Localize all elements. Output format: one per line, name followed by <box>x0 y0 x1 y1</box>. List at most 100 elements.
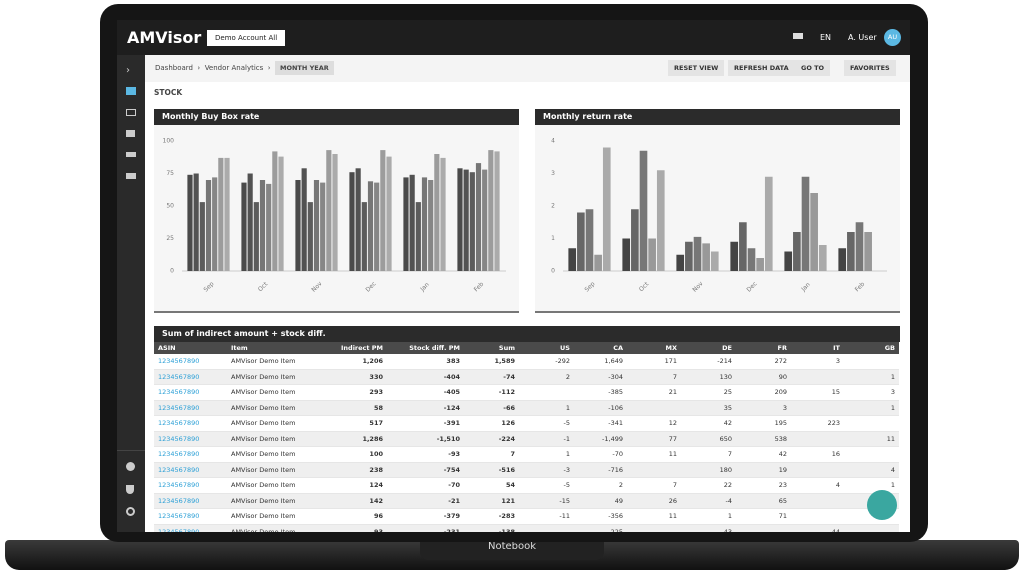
button[interactable]: RESET VIEW <box>668 60 725 76</box>
table-row: 1234567890 AMVisor Demo Item 96 -379 -283 -11… <box>154 508 899 525</box>
table-cell: 650 <box>681 431 736 447</box>
y-tick-label: 75 <box>166 170 174 177</box>
table-cell: 1,589 <box>464 354 519 370</box>
table-cell <box>519 384 574 401</box>
bar <box>224 157 230 271</box>
table-cell <box>627 462 681 478</box>
table-cell: 195 <box>736 415 791 432</box>
bar <box>307 202 313 271</box>
asin-link[interactable]: 1234567890 <box>154 415 227 432</box>
asin-link[interactable]: 1234567890 <box>154 524 227 532</box>
table-cell: 42 <box>681 415 736 432</box>
period-selector[interactable]: MONTH YEAR <box>275 61 334 75</box>
bar <box>301 168 307 271</box>
table-cell: 130 <box>681 369 736 385</box>
table-cell: -224 <box>464 431 519 447</box>
table-cell: AMVisor Demo Item <box>227 369 319 385</box>
asin-link[interactable]: 1234567890 <box>154 446 227 463</box>
user-name[interactable]: A. User <box>848 33 877 42</box>
column-header: CA <box>574 342 627 354</box>
home-icon[interactable] <box>126 87 136 95</box>
bar <box>463 169 469 271</box>
y-tick-label: 0 <box>551 268 555 275</box>
rocket-icon[interactable] <box>126 130 135 137</box>
bar <box>801 176 810 271</box>
table-cell: -70 <box>574 446 627 463</box>
account-selector[interactable]: Demo Account All <box>207 30 286 46</box>
table-icon[interactable] <box>126 109 136 116</box>
table-cell: 1 <box>681 508 736 525</box>
table-cell <box>791 493 844 509</box>
table-cell: 49 <box>574 493 627 509</box>
bar <box>457 168 463 271</box>
breadcrumb-item[interactable]: Dashboard <box>155 64 193 72</box>
users-icon[interactable] <box>126 152 136 157</box>
language[interactable]: EN <box>820 33 832 42</box>
table-cell: 272 <box>736 354 791 370</box>
table-cell <box>844 415 899 432</box>
table-cell: 15 <box>791 384 844 401</box>
bar <box>434 154 440 271</box>
asin-link[interactable]: 1234567890 <box>154 400 227 416</box>
bar <box>428 180 434 271</box>
settings-icon[interactable] <box>126 507 135 516</box>
button[interactable]: GO TO <box>795 60 831 76</box>
bar <box>475 163 482 271</box>
bar <box>199 202 205 271</box>
asin-link[interactable]: 1234567890 <box>154 369 227 385</box>
expand-icon[interactable]: › <box>126 65 130 76</box>
button[interactable]: REFRESH DATA <box>728 60 795 76</box>
table-cell <box>791 431 844 447</box>
table-cell: AMVisor Demo Item <box>227 415 319 432</box>
table-cell <box>519 524 574 532</box>
bar <box>639 150 648 271</box>
asin-link[interactable]: 1234567890 <box>154 508 227 525</box>
table-cell: -716 <box>574 462 627 478</box>
asin-link[interactable]: 1234567890 <box>154 462 227 478</box>
table-cell: 517 <box>319 415 387 432</box>
button[interactable]: FAVORITES <box>844 60 896 76</box>
table-cell: 21 <box>627 384 681 401</box>
table-cell: 171 <box>627 354 681 370</box>
bar <box>631 209 639 271</box>
asin-link[interactable]: 1234567890 <box>154 477 227 494</box>
filter-icon[interactable] <box>126 173 136 179</box>
table-cell: 100 <box>319 446 387 463</box>
bar <box>693 236 702 271</box>
asin-link[interactable]: 1234567890 <box>154 431 227 447</box>
table-cell: -15 <box>519 493 574 509</box>
breadcrumb-item[interactable]: Vendor Analytics <box>204 64 264 72</box>
logo: AMVisor <box>127 28 202 47</box>
table-cell: -3 <box>519 462 574 478</box>
column-header: ASIN <box>154 342 227 354</box>
avatar[interactable]: AU <box>884 29 901 46</box>
x-tick-label: Nov <box>691 280 705 294</box>
top-bar: AMVisor Demo Account All EN A. User AU <box>117 20 910 55</box>
y-tick-label: 25 <box>166 235 174 242</box>
table-cell <box>844 524 899 532</box>
x-tick-label: Dec <box>745 280 758 293</box>
help-icon[interactable] <box>126 462 135 471</box>
bar <box>440 157 446 271</box>
shield-icon[interactable] <box>126 485 134 494</box>
asin-link[interactable]: 1234567890 <box>154 384 227 401</box>
column-header: DE <box>681 342 736 354</box>
chat-button[interactable] <box>867 490 897 520</box>
table-cell <box>627 524 681 532</box>
bar <box>205 180 212 271</box>
table-cell <box>627 400 681 416</box>
asin-link[interactable]: 1234567890 <box>154 493 227 509</box>
bar <box>818 245 827 271</box>
table-cell: -341 <box>574 415 627 432</box>
bar <box>784 251 793 271</box>
table-cell: 4 <box>791 477 844 494</box>
asin-link[interactable]: 1234567890 <box>154 354 227 370</box>
table-cell: 126 <box>464 415 519 432</box>
table-cell: AMVisor Demo Item <box>227 400 319 416</box>
table-cell: -379 <box>387 508 464 525</box>
table-cell: 44 <box>791 524 844 532</box>
academy-icon[interactable] <box>793 33 803 39</box>
sidebar: › <box>117 55 145 532</box>
bar <box>702 243 710 271</box>
